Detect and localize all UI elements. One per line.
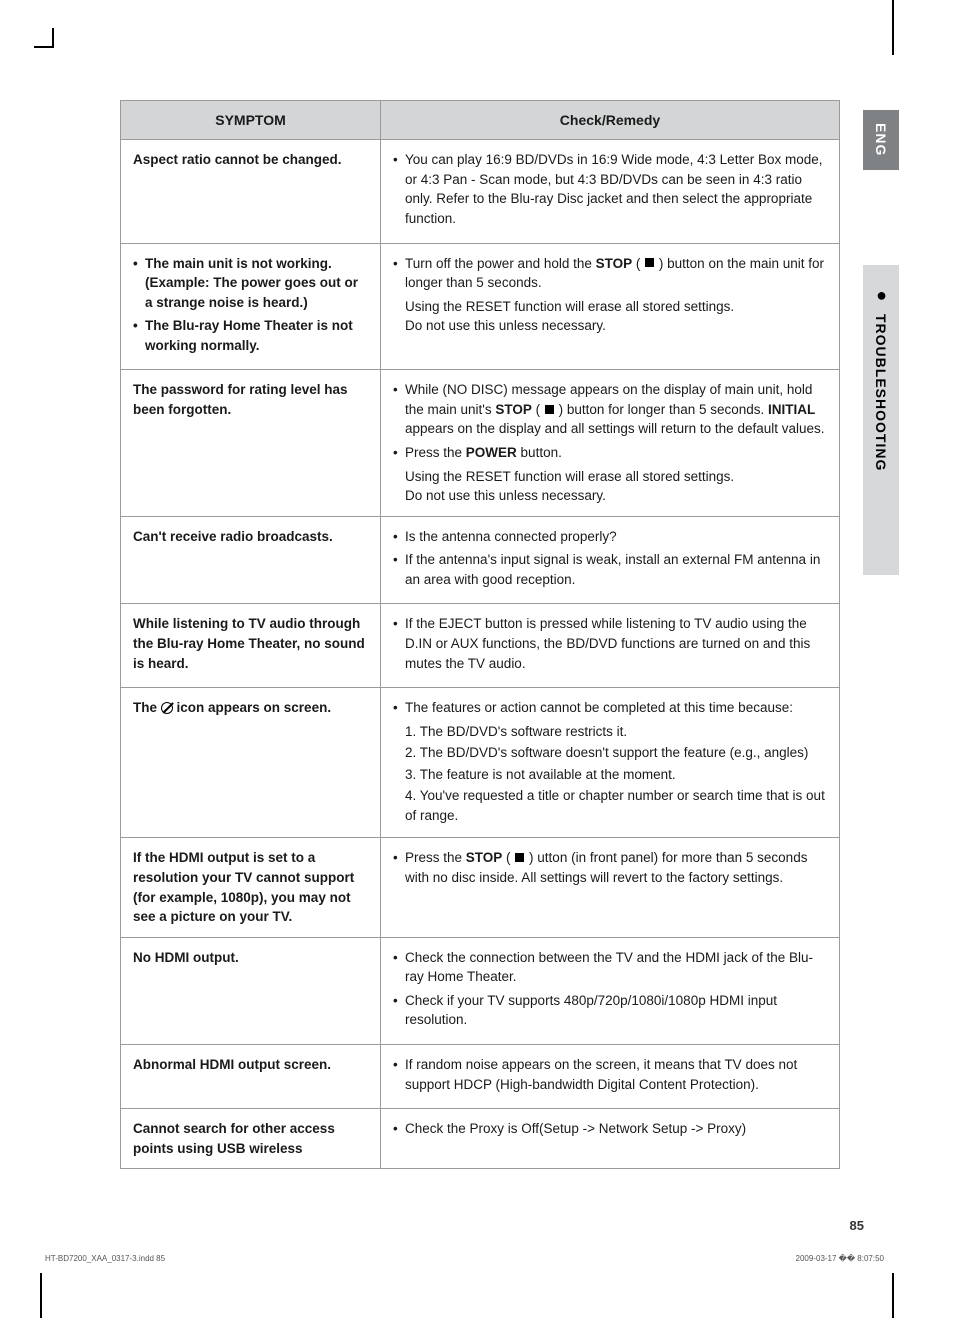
bullet-icon: ● <box>871 285 892 306</box>
table-row: The password for rating level has been f… <box>121 370 840 516</box>
remedy-item: Press the STOP ( ) utton (in front panel… <box>393 848 827 887</box>
crop-mark-top-left <box>34 28 54 48</box>
symptom-cell: If the HDMI output is set to a resolutio… <box>121 838 381 937</box>
footer-filename: HT-BD7200_XAA_0317-3.indd 85 <box>45 1254 165 1263</box>
remedy-item: You can play 16:9 BD/DVDs in 16:9 Wide m… <box>393 150 827 228</box>
footer-timestamp: 2009-03-17 �� 8:07:50 <box>796 1254 884 1263</box>
remedy-cell: Is the antenna connected properly? If th… <box>381 516 840 604</box>
symptom-cell: Cannot search for other access points us… <box>121 1109 381 1169</box>
remedy-numbered-item: 2. The BD/DVD's software doesn't support… <box>405 743 827 763</box>
remedy-item: Press the POWER button. <box>393 443 827 463</box>
header-symptom: SYMPTOM <box>121 101 381 140</box>
stop-icon <box>515 853 524 862</box>
remedy-numbered-list: 1. The BD/DVD's software restricts it. 2… <box>393 722 827 826</box>
remedy-item: Check the connection between the TV and … <box>393 948 827 987</box>
table-row: No HDMI output. Check the connection bet… <box>121 937 840 1044</box>
table-row: Cannot search for other access points us… <box>121 1109 840 1169</box>
symptom-cell: The icon appears on screen. <box>121 688 381 838</box>
remedy-item: Check if your TV supports 480p/720p/1080… <box>393 991 827 1030</box>
remedy-cell: Check the connection between the TV and … <box>381 937 840 1044</box>
crop-mark-bottom-right <box>892 1273 894 1318</box>
table-row: Aspect ratio cannot be changed. You can … <box>121 140 840 243</box>
language-tab: ENG <box>863 110 899 170</box>
table-row: Can't receive radio broadcasts. Is the a… <box>121 516 840 604</box>
remedy-cell: Press the STOP ( ) utton (in front panel… <box>381 838 840 937</box>
remedy-item: The features or action cannot be complet… <box>393 698 827 718</box>
crop-mark-top-right <box>892 0 894 55</box>
remedy-item: If the antenna's input signal is weak, i… <box>393 550 827 589</box>
table-row: If the HDMI output is set to a resolutio… <box>121 838 840 937</box>
page-content: SYMPTOM Check/Remedy Aspect ratio cannot… <box>120 100 840 1169</box>
remedy-item: While (NO DISC) message appears on the d… <box>393 380 827 439</box>
symptom-cell: The main unit is not working. (Example: … <box>121 243 381 370</box>
remedy-note: Using the RESET function will erase all … <box>393 297 827 317</box>
remedy-numbered-item: 4. You've requested a title or chapter n… <box>405 786 827 825</box>
crop-mark-bottom-left <box>40 1273 42 1318</box>
symptom-cell: The password for rating level has been f… <box>121 370 381 516</box>
table-row: While listening to TV audio through the … <box>121 604 840 688</box>
remedy-cell: You can play 16:9 BD/DVDs in 16:9 Wide m… <box>381 140 840 243</box>
stop-icon <box>545 405 554 414</box>
remedy-cell: Turn off the power and hold the STOP ( )… <box>381 243 840 370</box>
remedy-item: If random noise appears on the screen, i… <box>393 1055 827 1094</box>
remedy-cell: If the EJECT button is pressed while lis… <box>381 604 840 688</box>
remedy-cell: If random noise appears on the screen, i… <box>381 1044 840 1108</box>
remedy-note: Do not use this unless necessary. <box>393 486 827 506</box>
symptom-item: The main unit is not working. (Example: … <box>133 254 368 313</box>
remedy-numbered-item: 1. The BD/DVD's software restricts it. <box>405 722 827 742</box>
header-remedy: Check/Remedy <box>381 101 840 140</box>
remedy-numbered-item: 3. The feature is not available at the m… <box>405 765 827 785</box>
remedy-cell: The features or action cannot be complet… <box>381 688 840 838</box>
symptom-cell: Abnormal HDMI output screen. <box>121 1044 381 1108</box>
table-row: The icon appears on screen. The features… <box>121 688 840 838</box>
remedy-cell: Check the Proxy is Off(Setup -> Network … <box>381 1109 840 1169</box>
table-row: Abnormal HDMI output screen. If random n… <box>121 1044 840 1108</box>
symptom-cell: Can't receive radio broadcasts. <box>121 516 381 604</box>
remedy-item: Is the antenna connected properly? <box>393 527 827 547</box>
section-tab-label: TROUBLESHOOTING <box>873 314 889 471</box>
table-row: The main unit is not working. (Example: … <box>121 243 840 370</box>
remedy-item: Check the Proxy is Off(Setup -> Network … <box>393 1119 827 1139</box>
prohibit-icon <box>161 702 173 714</box>
remedy-item: Turn off the power and hold the STOP ( )… <box>393 254 827 293</box>
troubleshooting-table: SYMPTOM Check/Remedy Aspect ratio cannot… <box>120 100 840 1169</box>
section-tab: ● TROUBLESHOOTING <box>863 265 899 575</box>
remedy-cell: While (NO DISC) message appears on the d… <box>381 370 840 516</box>
symptom-item: The Blu-ray Home Theater is not working … <box>133 316 368 355</box>
symptom-cell: No HDMI output. <box>121 937 381 1044</box>
remedy-note: Do not use this unless necessary. <box>393 316 827 336</box>
remedy-note: Using the RESET function will erase all … <box>393 467 827 487</box>
symptom-cell: While listening to TV audio through the … <box>121 604 381 688</box>
page-number: 85 <box>850 1218 864 1233</box>
symptom-cell: Aspect ratio cannot be changed. <box>121 140 381 243</box>
stop-icon <box>645 258 654 267</box>
remedy-item: If the EJECT button is pressed while lis… <box>393 614 827 673</box>
